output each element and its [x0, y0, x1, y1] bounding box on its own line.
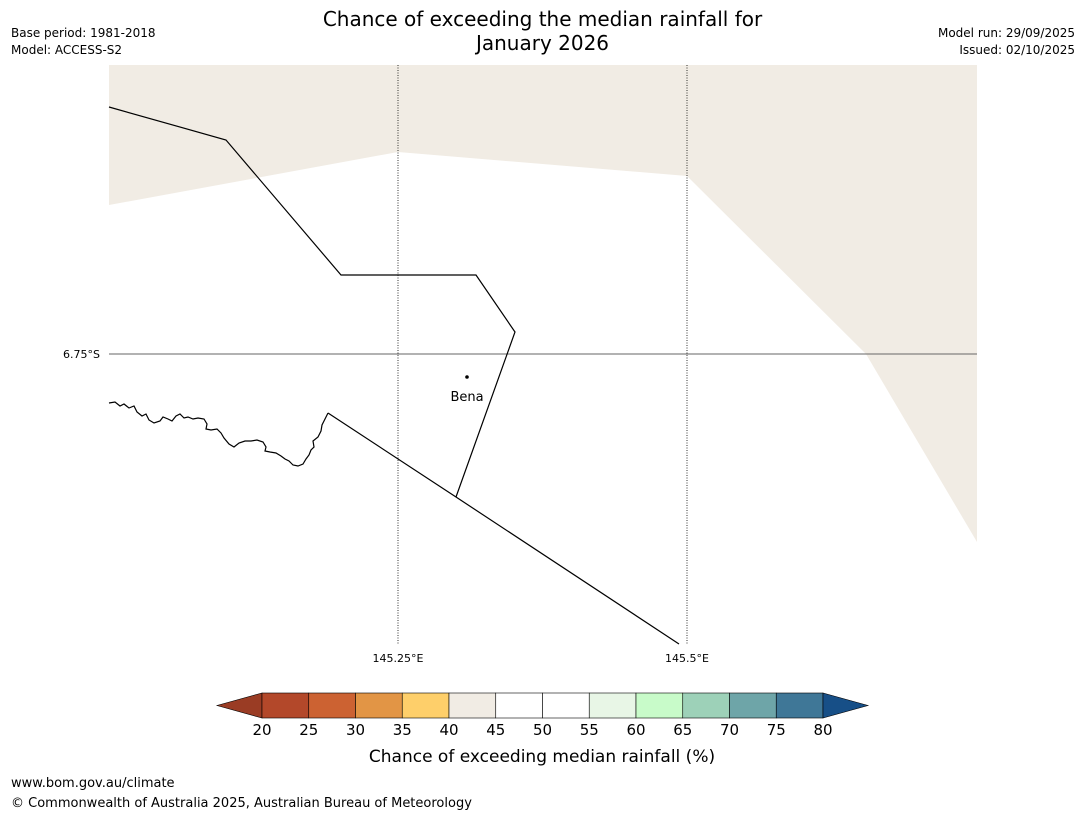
colorbar-tick-label: 70	[720, 721, 739, 739]
colorbar-tick-label: 20	[252, 721, 271, 739]
colorbar-under-arrow	[215, 692, 263, 719]
meta-right: Model run: 29/09/2025 Issued: 02/10/2025	[938, 25, 1075, 59]
base-period-text: Base period: 1981-2018	[11, 26, 156, 40]
colorbar-tick-label: 50	[533, 721, 552, 739]
colorbar-bin-75-80	[775, 692, 824, 719]
footer-copyright: © Commonwealth of Australia 2025, Austra…	[11, 796, 472, 811]
colorbar-tick-label: 35	[393, 721, 412, 739]
colorbar-over-arrow	[822, 692, 870, 719]
latitude-label-6-75: 6.75°S	[63, 348, 100, 361]
colorbar-tick-label: 75	[767, 721, 786, 739]
colorbar-bin-70-75	[729, 692, 777, 719]
longitude-label-145-25: 145.25°E	[373, 652, 424, 665]
longitude-label-145-5: 145.5°E	[665, 652, 709, 665]
map-title-line1: Chance of exceeding the median rainfall …	[322, 7, 763, 31]
province-boundary-south	[327, 412, 680, 645]
colorbar-bin-65-70	[682, 692, 730, 719]
province-boundary-north	[108, 106, 516, 498]
map-title: Chance of exceeding the median rainfall …	[0, 7, 1085, 55]
colorbar-tick-label: 25	[299, 721, 318, 739]
colorbar-tick-label: 65	[673, 721, 692, 739]
map-canvas: Bena 6.75°S 145.25°E 145.5°E	[63, 65, 977, 665]
colorbar-bin-20-25	[261, 692, 310, 719]
town-label-bena: Bena	[450, 390, 483, 405]
shaded-region-top	[109, 65, 977, 542]
map-title-line2: January 2026	[475, 31, 610, 55]
town-marker-bena	[465, 375, 469, 379]
colorbar-tick-label: 40	[439, 721, 458, 739]
colorbar-ticks: 20 25 30 35 40 45 50 55 60 65 70 75 80	[252, 721, 832, 739]
colorbar-bin-35-40	[401, 692, 450, 719]
colorbar-bin-60-65	[635, 692, 684, 719]
colorbar-bin-45-50	[495, 692, 543, 719]
colorbar-bins	[215, 692, 870, 719]
model-text: Model: ACCESS-S2	[11, 43, 123, 57]
colorbar-bin-50-55	[542, 692, 590, 719]
river-line	[108, 401, 329, 467]
colorbar-tick-label: 55	[580, 721, 599, 739]
colorbar-legend: 20 25 30 35 40 45 50 55 60 65 70 75 80 Chance of exc…	[215, 692, 870, 767]
colorbar-tick-label: 45	[486, 721, 505, 739]
model-run-text: Model run: 29/09/2025	[937, 26, 1075, 40]
colorbar-tick-label: 60	[626, 721, 645, 739]
footer-url: www.bom.gov.au/climate	[11, 776, 175, 791]
colorbar-title: Chance of exceeding median rainfall (%)	[369, 747, 715, 767]
colorbar-bin-40-45	[448, 692, 497, 719]
meta-left: Base period: 1981-2018 Model: ACCESS-S2	[11, 25, 156, 59]
colorbar-tick-label: 80	[813, 721, 832, 739]
colorbar-tick-label: 30	[346, 721, 365, 739]
colorbar-bin-25-30	[308, 692, 356, 719]
colorbar-bin-30-35	[355, 692, 403, 719]
colorbar-bin-55-60	[588, 692, 637, 719]
issued-text: Issued: 02/10/2025	[959, 43, 1075, 57]
